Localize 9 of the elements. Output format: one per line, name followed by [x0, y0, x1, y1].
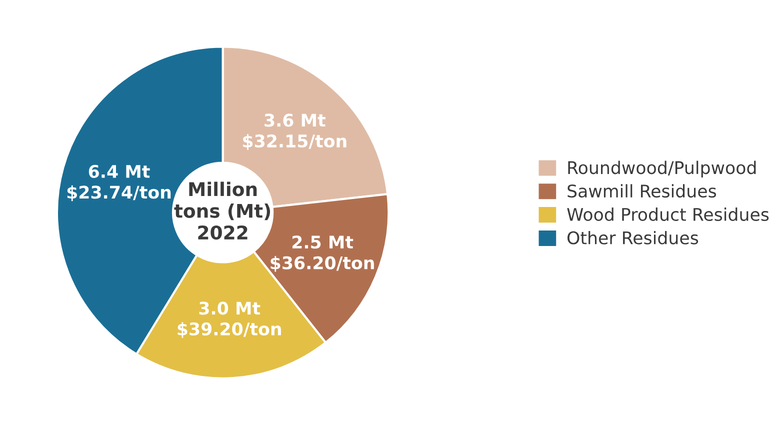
legend-label: Other Residues [568, 230, 698, 244]
legend-label: Wood Product Residues [567, 208, 769, 221]
text: Million tons (Mt) 2022 [174, 182, 270, 240]
data-label: 6.4 Mt $23.74/ton [67, 164, 171, 202]
legend-label: Roundwood/Pulpwood [568, 160, 756, 178]
data-label: 2.5 Mt $36.20/ton [270, 236, 374, 272]
legend-label: Sawmill Residues [568, 184, 716, 198]
data-label: 3.0 Mt $39.20/ton [178, 302, 281, 338]
data-label: 3.6 Mt $32.15/ton [243, 114, 346, 150]
